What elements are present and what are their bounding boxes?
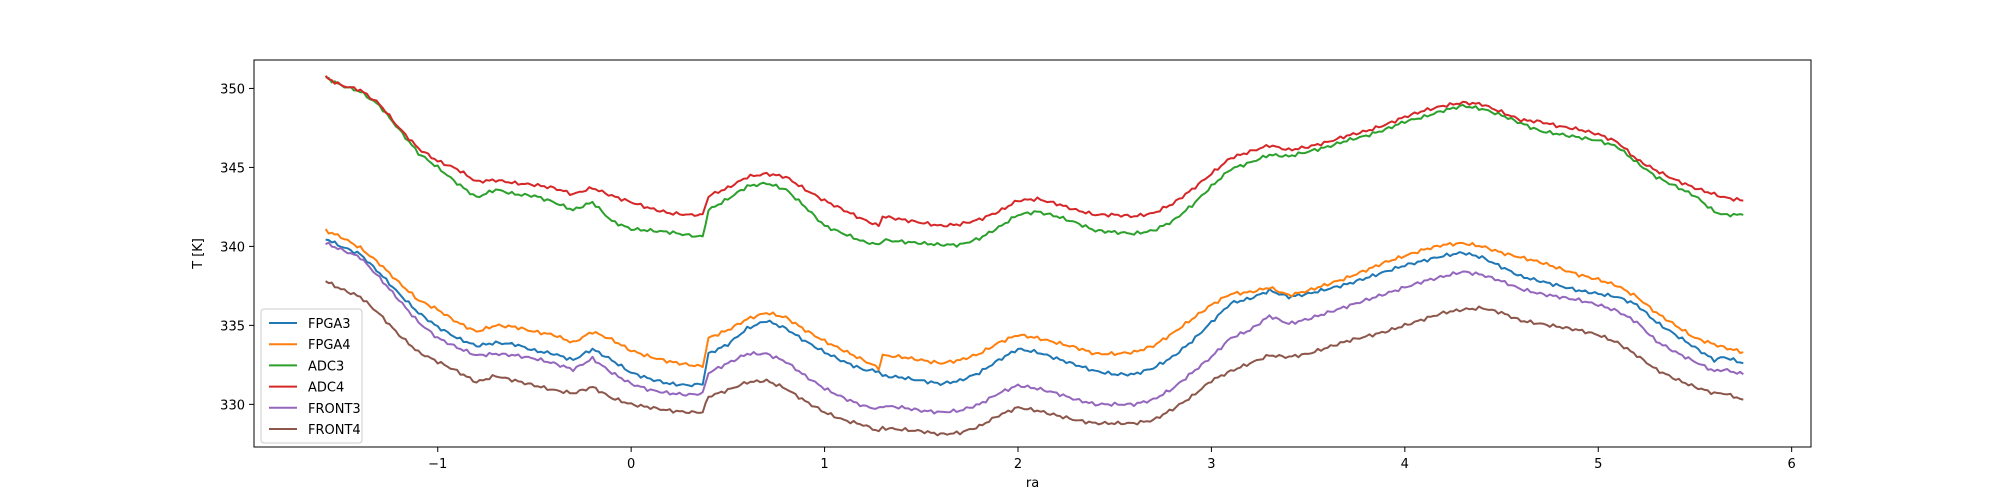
series-layer [324,75,1744,437]
y-axis-label: T [K] [191,238,206,270]
series-line-adc3 [325,76,1744,248]
series-line-front3 [325,241,1744,415]
legend-box [260,308,363,444]
x-tick-label: 0 [627,457,635,472]
legend: FPGA3 FPGA4 ADC3 ADC4 FRONT3 FRONT4 [260,308,363,444]
x-tick-label: 2 [1014,457,1022,472]
y-tick-label: 330 [220,398,245,413]
y-tick-label: 350 [220,82,245,97]
x-tick-label: −1 [428,457,447,472]
legend-entry: FPGA3 [308,317,351,332]
axes-frame [253,59,1812,448]
series-line-fpga4 [324,228,1744,371]
y-tick-label: 340 [220,240,245,255]
x-axis-label: ra [1026,476,1039,491]
series-line-fpga3 [325,238,1744,388]
legend-entry: FRONT4 [308,423,361,438]
legend-entry: ADC4 [308,381,344,396]
x-tick-label: 1 [820,457,828,472]
y-tick-label: 335 [220,319,245,334]
legend-entry: FPGA4 [308,338,351,353]
x-tick-label: 3 [1207,457,1215,472]
legend-entry: ADC3 [308,359,344,374]
x-tick-label: 5 [1594,457,1602,472]
x-tick-label: 6 [1788,457,1796,472]
series-line-adc4 [324,75,1744,228]
series-line-front4 [325,280,1744,437]
y-tick-label: 345 [220,161,245,176]
legend-entry: FRONT3 [308,402,361,417]
x-tick-label: 4 [1401,457,1409,472]
